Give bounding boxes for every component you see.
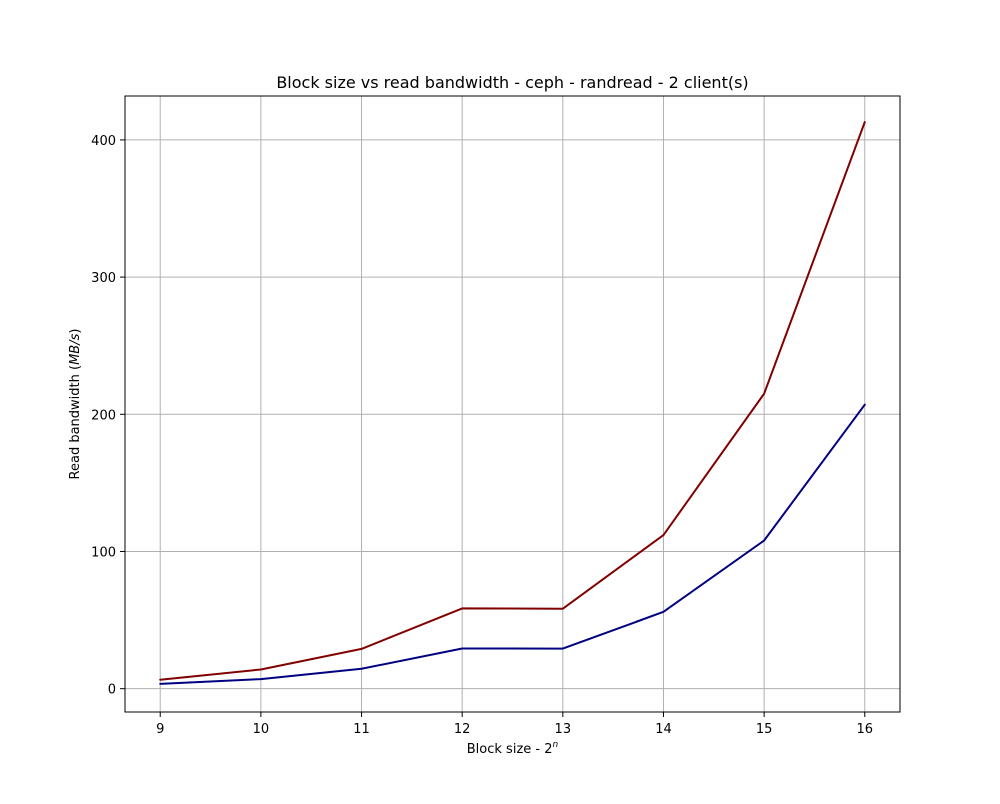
axis-ticks: 9 10 11 12 13 14 15 16 0 100 200 300 400 — [91, 134, 873, 737]
y-axis-label-suffix: ) — [68, 329, 83, 334]
y-axis-label-unit: MB/s — [68, 333, 83, 365]
grid — [125, 96, 900, 712]
x-tick-label: 14 — [655, 722, 672, 737]
x-tick-label: 13 — [555, 722, 572, 737]
x-axis-label: Block size - 2n — [467, 740, 559, 757]
series-line-1 — [159, 121, 866, 681]
x-tick-label: 11 — [353, 722, 370, 737]
x-tick-label: 15 — [756, 722, 773, 737]
plot-frame — [124, 95, 901, 713]
x-tick-label: 12 — [454, 722, 471, 737]
y-axis-label-text: Read bandwidth ( — [68, 365, 83, 480]
y-tick-label: 300 — [91, 271, 116, 286]
y-tick-label: 200 — [91, 408, 116, 423]
x-tick-label: 16 — [856, 722, 873, 737]
series-layer — [159, 121, 866, 685]
x-axis-label-text: Block size - 2 — [467, 742, 553, 757]
x-tick-label: 10 — [253, 722, 270, 737]
x-axis-label-exponent: n — [553, 740, 559, 750]
chart-title: Block size vs read bandwidth - ceph - ra… — [276, 73, 748, 92]
y-tick-label: 100 — [91, 545, 116, 560]
y-tick-label: 400 — [91, 134, 116, 149]
y-tick-label: 0 — [108, 683, 116, 698]
x-tick-label: 9 — [156, 722, 164, 737]
series-line-2 — [159, 403, 866, 685]
y-axis-label: Read bandwidth (MB/s) — [68, 329, 83, 480]
